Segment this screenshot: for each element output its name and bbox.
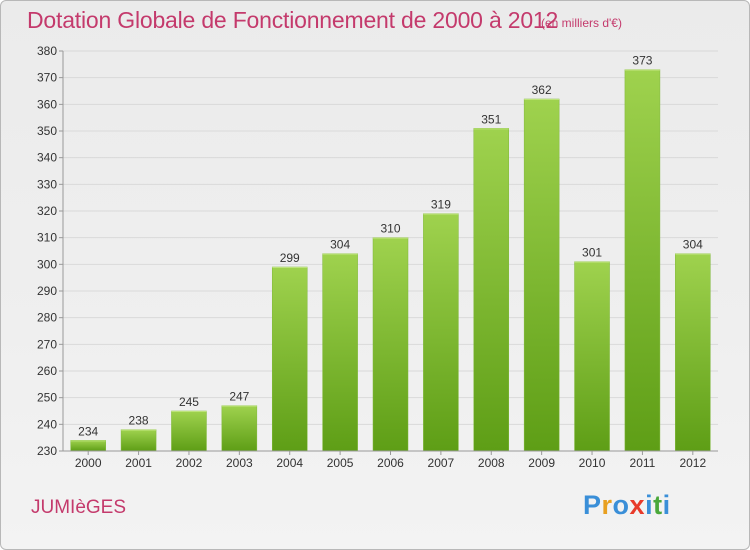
x-tick-label: 2011 — [630, 456, 656, 470]
bar-2007 — [423, 213, 459, 452]
chart-title: Dotation Globale de Fonctionnement de 20… — [27, 7, 559, 33]
bars — [70, 69, 711, 452]
x-tick-label: 2010 — [579, 456, 606, 470]
y-tick-label: 380 — [37, 44, 57, 58]
bar-2000 — [70, 440, 106, 452]
x-tick-label: 2005 — [327, 456, 354, 470]
data-label: 234 — [78, 424, 98, 438]
bar-2006 — [372, 237, 409, 452]
chart-unit-note: (en milliers d'€) — [541, 16, 622, 30]
y-tick-label: 260 — [37, 364, 57, 378]
x-tick-label: 2002 — [176, 456, 203, 470]
logo-letter: i — [645, 490, 654, 520]
data-label: 304 — [330, 238, 350, 252]
data-label: 299 — [280, 251, 300, 265]
logo-letter: i — [662, 490, 671, 520]
bar-2008 — [473, 128, 510, 452]
y-tick-label: 370 — [37, 71, 57, 85]
logo-letter: x — [629, 490, 646, 520]
data-label: 245 — [179, 395, 199, 409]
bar-2002 — [171, 410, 207, 452]
x-tick-label: 2008 — [478, 456, 505, 470]
y-tick-label: 310 — [37, 231, 57, 245]
data-labels: 234 238 245 247 299 304 310 319 351 362 301 373 304 — [78, 54, 703, 439]
x-tick-label: 2012 — [679, 456, 706, 470]
bar-2009 — [523, 98, 560, 452]
y-tick-label: 290 — [37, 284, 57, 298]
bar-2003 — [221, 405, 258, 452]
y-tick-label: 230 — [37, 444, 57, 458]
y-tick-label: 360 — [37, 97, 57, 111]
y-tick-label: 330 — [37, 177, 57, 191]
x-tick-label: 2006 — [377, 456, 404, 470]
x-tick-label: 2007 — [428, 456, 455, 470]
y-tick-label: 240 — [37, 417, 57, 431]
data-label: 351 — [481, 112, 501, 126]
data-label: 238 — [129, 414, 149, 428]
data-label: 304 — [683, 238, 703, 252]
y-tick-label: 340 — [37, 151, 57, 165]
y-tick-label: 300 — [37, 257, 57, 271]
logo-letter: t — [653, 490, 663, 520]
data-label: 319 — [431, 198, 451, 212]
bar-2012 — [675, 253, 711, 452]
y-tick-label: 320 — [37, 204, 57, 218]
x-tick-label: 2009 — [528, 456, 555, 470]
bar-2010 — [574, 261, 610, 452]
data-label: 362 — [532, 83, 552, 97]
x-tick-label: 2004 — [276, 456, 303, 470]
bar-2005 — [322, 253, 358, 452]
bar-2004 — [271, 266, 308, 452]
x-tick-label: 2001 — [125, 456, 152, 470]
y-tick-label: 280 — [37, 311, 57, 325]
logo-letter: r — [601, 490, 613, 520]
y-tick-label: 350 — [37, 124, 57, 138]
data-label: 301 — [582, 246, 602, 260]
logo-letter: P — [583, 490, 602, 520]
data-label: 247 — [229, 390, 249, 404]
axes: 230 240 250 260 270 280 290 300 310 320 330 340 350 3… — [37, 44, 718, 470]
data-label: 310 — [380, 222, 400, 236]
proxiti-logo[interactable]: Proxiti — [583, 490, 671, 521]
x-tick-label: 2003 — [226, 456, 253, 470]
y-tick-label: 270 — [37, 337, 57, 351]
data-label: 373 — [632, 54, 652, 68]
logo-letter: o — [612, 490, 630, 520]
y-tick-label: 250 — [37, 391, 57, 405]
commune-name: JUMIèGES — [31, 497, 127, 518]
bar-2011 — [624, 69, 661, 452]
bar-2001 — [120, 429, 157, 452]
x-tick-label: 2000 — [75, 456, 102, 470]
